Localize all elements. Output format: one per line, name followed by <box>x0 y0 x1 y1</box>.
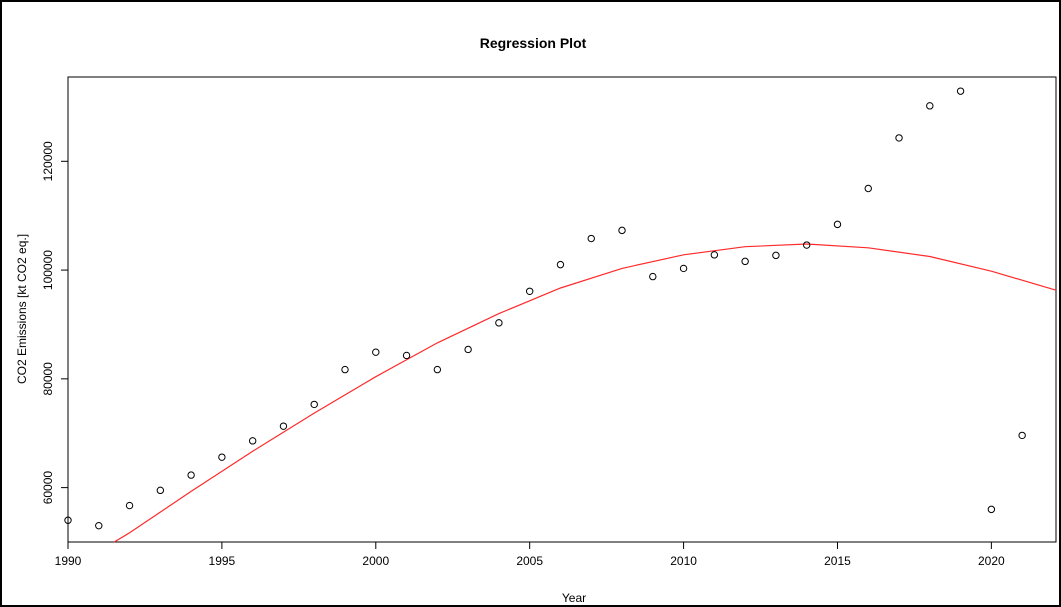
x-tick-label: 2020 <box>978 554 1005 568</box>
data-point <box>525 287 534 295</box>
data-point <box>187 471 195 479</box>
x-tick-label: 2015 <box>824 554 851 568</box>
data-point <box>125 501 134 510</box>
data-point <box>64 516 72 524</box>
regression-fit-line <box>113 243 1057 543</box>
data-point <box>433 365 442 374</box>
x-tick-label: 2005 <box>516 554 543 568</box>
data-point <box>1018 431 1026 440</box>
data-point <box>956 87 965 95</box>
x-tick-label: 2010 <box>670 554 697 568</box>
data-point <box>895 134 903 142</box>
data-point <box>587 234 595 243</box>
plot-box <box>67 76 1057 543</box>
data-point <box>710 251 719 259</box>
y-tick-label: 100000 <box>41 250 55 290</box>
data-point <box>495 319 503 327</box>
y-tick-label: 120000 <box>41 141 55 181</box>
x-axis-label: Year <box>562 591 586 605</box>
data-point <box>833 220 842 229</box>
data-point <box>987 505 996 514</box>
data-point <box>341 365 349 374</box>
y-axis-ticks: 60000 80000 100000 120000 <box>41 141 68 504</box>
data-point <box>679 264 688 273</box>
data-point <box>864 184 872 193</box>
data-point <box>649 272 657 281</box>
data-point <box>556 260 565 269</box>
data-point <box>95 521 103 530</box>
data-point <box>310 400 318 409</box>
data-point <box>772 251 780 260</box>
chart-title: Regression Plot <box>480 35 587 51</box>
fit-line-layer <box>113 243 1057 543</box>
data-point <box>802 241 811 249</box>
data-point <box>464 345 472 354</box>
data-point <box>926 102 934 110</box>
data-point <box>218 453 226 461</box>
data-point <box>279 422 288 430</box>
data-point <box>618 226 626 235</box>
data-point <box>248 437 257 445</box>
data-point <box>402 351 411 360</box>
data-point <box>156 486 165 495</box>
x-axis-ticks: 1990 1995 2000 2005 2010 2015 2020 <box>55 542 1005 568</box>
y-tick-label: 60000 <box>41 471 55 505</box>
data-point <box>372 348 380 356</box>
y-tick-label: 80000 <box>41 362 55 396</box>
data-points-layer <box>64 87 1026 530</box>
x-tick-label: 1990 <box>55 554 82 568</box>
data-point <box>741 257 749 266</box>
y-axis-label: CO2 Emissions [kt CO2 eq.] <box>15 234 29 384</box>
x-tick-label: 1995 <box>209 554 236 568</box>
x-tick-label: 2000 <box>362 554 389 568</box>
